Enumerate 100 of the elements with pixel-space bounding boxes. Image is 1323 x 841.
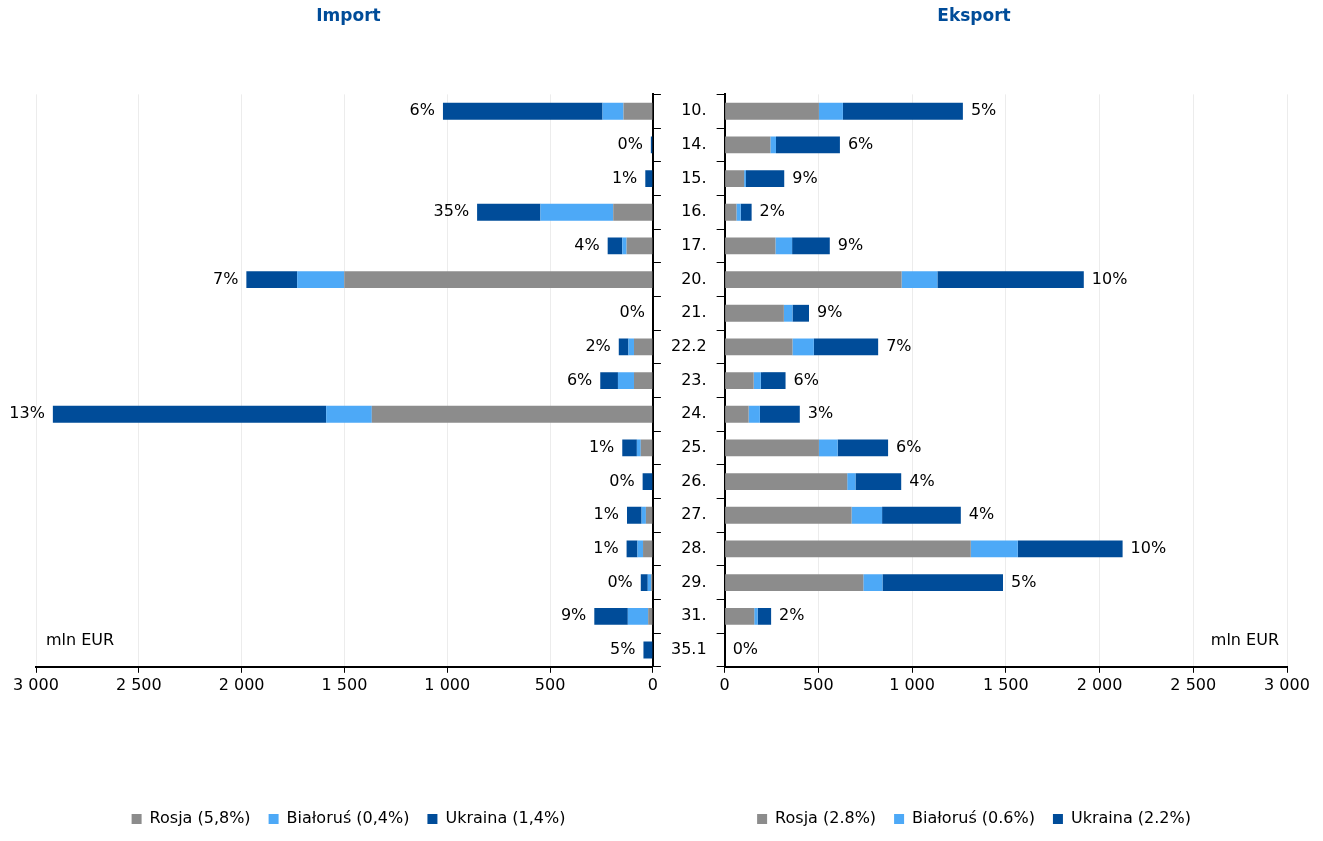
- bar: [622, 237, 627, 255]
- bar: [725, 271, 902, 289]
- annotation: mln EUR: [46, 629, 115, 649]
- bar: [792, 338, 814, 356]
- bar: [627, 506, 642, 524]
- bar: [970, 540, 1018, 558]
- bar: [847, 473, 856, 491]
- x-tick-label: 2 000: [218, 674, 265, 694]
- legend-label: Ukraina (2.2%): [1070, 808, 1191, 828]
- legend-label: Białoruś (0,4%): [286, 808, 410, 828]
- annotation: 2%: [779, 605, 805, 625]
- annotation: 35%: [433, 201, 470, 221]
- x-tick-label: 1 000: [424, 674, 471, 694]
- annotation: 0%: [609, 470, 635, 490]
- bar: [725, 540, 971, 558]
- x-tick-label: 1 500: [982, 674, 1029, 694]
- bar: [623, 102, 653, 120]
- annotation: 5%: [970, 100, 997, 120]
- bar: [645, 170, 653, 187]
- bar: [842, 102, 963, 120]
- annotation: 4%: [574, 235, 600, 255]
- bar: [600, 372, 618, 390]
- x-tick-label: 0: [647, 674, 658, 694]
- bar: [775, 237, 793, 255]
- bar: [642, 473, 653, 491]
- x-tick-label: 1 500: [321, 674, 368, 694]
- annotation: 9%: [792, 167, 818, 187]
- bar: [783, 304, 793, 322]
- legend-label: Ukraina (1,4%): [445, 808, 566, 828]
- annotation: 1%: [588, 437, 615, 457]
- bar: [759, 405, 800, 423]
- bar: [855, 473, 902, 491]
- bar: [643, 641, 653, 659]
- annotation: 2%: [585, 336, 611, 356]
- x-tick-label: 2 000: [1076, 674, 1123, 694]
- bar: [617, 372, 634, 390]
- y-tick-label: 10.: [681, 100, 707, 120]
- bar: [648, 607, 653, 625]
- bar: [725, 237, 776, 255]
- bar: [725, 506, 852, 524]
- bar: [818, 102, 843, 120]
- bar: [622, 439, 637, 457]
- x-tick-label: 3 000: [13, 674, 59, 694]
- bar: [477, 203, 541, 221]
- bar: [540, 203, 614, 221]
- y-tick-label: 28.: [681, 538, 707, 558]
- annotation: 6%: [896, 437, 922, 457]
- chart-title: Import: [316, 4, 381, 25]
- bar: [740, 203, 752, 221]
- annotation: 6%: [566, 369, 593, 389]
- annotation: 1%: [593, 538, 619, 558]
- annotation: 1%: [593, 504, 619, 524]
- y-tick-label: 24.: [681, 403, 707, 423]
- bar: [725, 439, 819, 457]
- bar: [628, 338, 634, 356]
- annotation: 9%: [560, 605, 587, 625]
- annotation: 0%: [732, 639, 759, 659]
- bar: [725, 304, 784, 322]
- bar: [882, 506, 961, 524]
- annotation: mln EUR: [1210, 629, 1279, 649]
- bar: [725, 372, 754, 390]
- bar: [792, 237, 830, 255]
- bar: [770, 136, 776, 154]
- bar: [813, 338, 879, 356]
- bar: [818, 439, 838, 457]
- y-tick-label: 15.: [681, 167, 707, 187]
- annotation: 7%: [212, 268, 239, 288]
- annotation: 4%: [968, 504, 995, 524]
- bar: [326, 405, 372, 423]
- bar: [633, 372, 653, 390]
- bar: [775, 136, 840, 154]
- bar: [725, 338, 793, 356]
- bar: [641, 506, 646, 524]
- bar: [725, 473, 848, 491]
- bar: [297, 271, 345, 289]
- annotation: 1%: [611, 167, 638, 187]
- bar: [607, 237, 623, 255]
- bar: [725, 203, 737, 221]
- bar: [851, 506, 883, 524]
- annotation: 5%: [1011, 571, 1037, 591]
- y-tick-label: 26.: [681, 470, 707, 490]
- y-tick-label: 35.1: [671, 639, 707, 659]
- annotation: 0%: [607, 571, 633, 591]
- annotation: 10%: [1091, 268, 1128, 288]
- bar: [792, 304, 809, 322]
- annotation: 9%: [816, 302, 843, 322]
- y-tick-label: 20.: [681, 268, 707, 288]
- bar: [645, 506, 653, 524]
- bar: [736, 203, 741, 221]
- bar: [246, 271, 298, 289]
- bar: [626, 237, 653, 255]
- bar: [344, 271, 653, 289]
- bar: [640, 574, 648, 592]
- bar: [602, 102, 624, 120]
- x-tick-label: 2 500: [115, 674, 162, 694]
- bar: [636, 439, 641, 457]
- y-tick-label: 25.: [681, 437, 707, 457]
- bar: [627, 607, 649, 625]
- x-tick-label: 2 500: [1170, 674, 1217, 694]
- annotation: 7%: [886, 336, 912, 356]
